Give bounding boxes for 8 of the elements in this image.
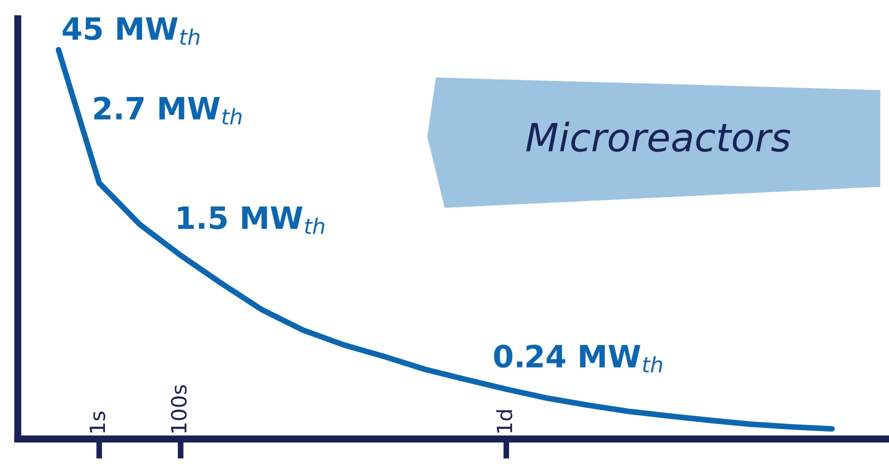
x-tick-label: 100s — [170, 385, 187, 432]
x-tick-label: 1d — [496, 410, 512, 432]
annotation: 1.5 MW$_{th}$ — [178, 206, 324, 234]
annotation: 0.24 MW$_{th}$ — [494, 344, 662, 372]
text: 45 MW$_{th}$ — [62, 17, 200, 45]
annotation: 2.7 MW$_{th}$ — [94, 96, 242, 124]
x-tick-label: 1s — [90, 412, 106, 432]
text: Microreactors — [526, 122, 790, 152]
